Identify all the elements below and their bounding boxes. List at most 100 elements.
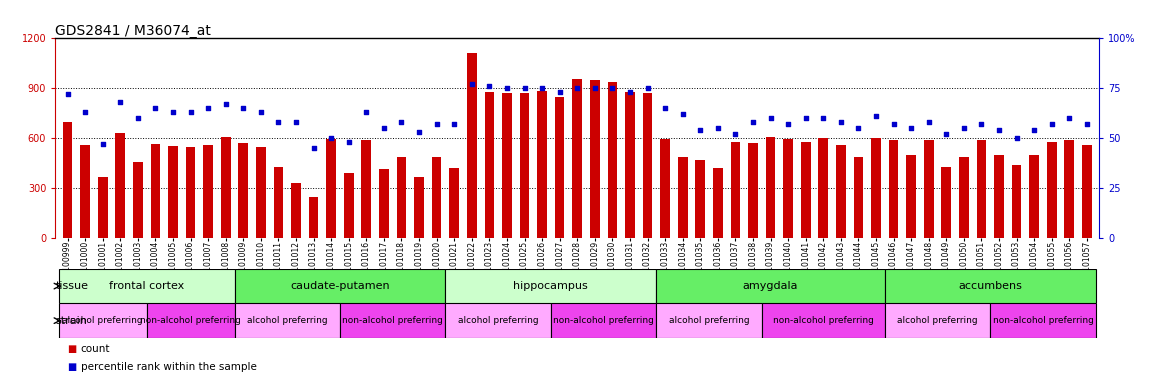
Bar — [256, 147, 266, 238]
Bar — [467, 53, 477, 238]
Point — [603, 85, 622, 91]
Bar — [291, 183, 300, 238]
Point — [990, 127, 1008, 133]
Bar — [59, 303, 146, 338]
Point — [445, 121, 464, 127]
Bar — [1047, 142, 1057, 238]
Bar — [168, 146, 178, 238]
Point — [761, 115, 779, 121]
Point — [59, 91, 77, 98]
Bar — [942, 167, 951, 238]
Bar — [731, 142, 740, 238]
Text: frontal cortex: frontal cortex — [109, 281, 184, 291]
Bar — [146, 303, 235, 338]
Bar — [608, 83, 617, 238]
Bar — [572, 79, 582, 238]
Bar — [235, 269, 445, 303]
Bar — [765, 137, 776, 238]
Point — [832, 119, 851, 125]
Bar — [238, 143, 249, 238]
Text: accumbens: accumbens — [959, 281, 1022, 291]
Point — [884, 121, 902, 127]
Bar — [308, 197, 319, 238]
Bar — [784, 139, 793, 238]
Text: non-alcohol preferring: non-alcohol preferring — [140, 316, 241, 325]
Point — [322, 135, 341, 141]
Point — [427, 121, 445, 127]
Bar — [818, 138, 828, 238]
Bar — [1082, 145, 1092, 238]
Bar — [924, 140, 933, 238]
Point — [867, 113, 885, 119]
Point — [779, 121, 798, 127]
Point — [480, 83, 498, 89]
Text: alcohol preferring: alcohol preferring — [897, 316, 978, 325]
Bar — [656, 269, 885, 303]
Text: count: count — [81, 344, 110, 354]
Point — [357, 109, 375, 115]
Bar — [959, 157, 969, 238]
Bar — [712, 168, 723, 238]
Bar — [695, 160, 706, 238]
Point — [796, 115, 815, 121]
Text: non-alcohol preferring: non-alcohol preferring — [992, 316, 1093, 325]
Bar — [836, 145, 846, 238]
Point — [709, 125, 727, 131]
Text: alcohol preferring: alcohol preferring — [62, 316, 143, 325]
Bar — [762, 303, 885, 338]
Point — [129, 115, 147, 121]
Text: hippocampus: hippocampus — [513, 281, 588, 291]
Point — [216, 101, 235, 108]
Bar — [519, 93, 529, 238]
Point — [639, 85, 657, 91]
Bar — [340, 303, 445, 338]
Point — [93, 141, 112, 147]
Text: amygdala: amygdala — [742, 281, 799, 291]
Bar — [397, 157, 406, 238]
Point — [973, 121, 991, 127]
Bar — [976, 140, 986, 238]
Text: alcohol preferring: alcohol preferring — [669, 316, 749, 325]
Bar — [274, 167, 283, 238]
Bar — [1065, 140, 1074, 238]
Bar — [185, 147, 196, 238]
Point — [516, 85, 534, 91]
Point — [920, 119, 938, 125]
Text: tissue: tissue — [55, 281, 89, 291]
Bar — [994, 155, 1004, 238]
Point — [163, 109, 182, 115]
Bar — [59, 269, 235, 303]
Point — [234, 105, 252, 111]
Text: percentile rank within the sample: percentile rank within the sample — [81, 362, 257, 372]
Point — [673, 111, 692, 118]
Bar — [1029, 155, 1039, 238]
Bar — [115, 133, 125, 238]
Point — [533, 85, 551, 91]
Point — [937, 131, 955, 137]
Point — [1060, 115, 1078, 121]
Bar — [414, 177, 424, 238]
Text: non-alcohol preferring: non-alcohol preferring — [772, 316, 874, 325]
Bar — [221, 137, 230, 238]
Text: alcohol preferring: alcohol preferring — [458, 316, 539, 325]
Text: caudate-putamen: caudate-putamen — [290, 281, 390, 291]
Bar — [590, 80, 600, 238]
Point — [392, 119, 411, 125]
Bar — [134, 162, 143, 238]
Bar — [889, 140, 899, 238]
Point — [269, 119, 288, 125]
Bar — [885, 303, 990, 338]
Text: non-alcohol preferring: non-alcohol preferring — [554, 316, 654, 325]
Point — [375, 125, 394, 131]
Bar — [748, 143, 757, 238]
Bar — [854, 157, 863, 238]
Bar — [990, 303, 1096, 338]
Bar — [551, 303, 656, 338]
Point — [340, 139, 358, 145]
Point — [620, 89, 639, 95]
Text: non-alcohol preferring: non-alcohol preferring — [342, 316, 443, 325]
Point — [410, 129, 428, 135]
Point — [849, 125, 868, 131]
Bar — [445, 269, 656, 303]
Point — [814, 115, 832, 121]
